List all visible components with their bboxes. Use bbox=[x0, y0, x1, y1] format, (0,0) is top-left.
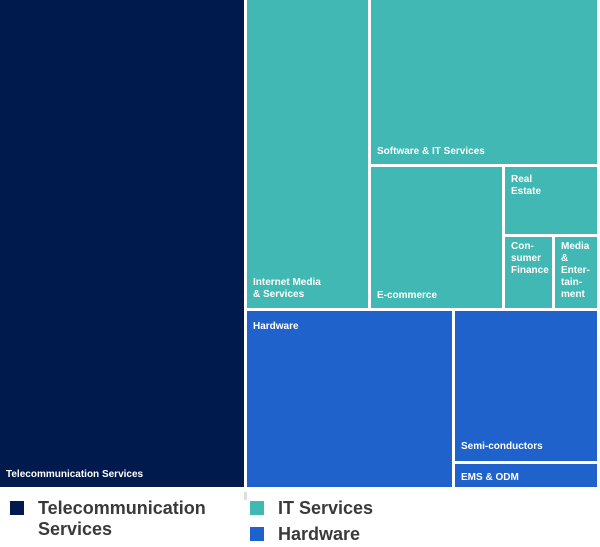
tile-e-commerce[interactable]: E-commerce bbox=[371, 167, 505, 311]
tile-hardware[interactable]: Hardware bbox=[247, 311, 455, 490]
legend-item-hardware[interactable]: Hardware bbox=[250, 524, 360, 545]
tile-internet-media-services[interactable]: Internet Media & Services bbox=[247, 0, 371, 311]
tile-label: Real Estate bbox=[511, 174, 542, 197]
legend-divider bbox=[244, 492, 247, 500]
tile-label: Software & IT Services bbox=[377, 146, 485, 157]
tile-label: EMS & ODM bbox=[461, 472, 519, 483]
tile-label: Con- sumer Finance bbox=[511, 241, 549, 276]
legend-label: Hardware bbox=[278, 524, 361, 544]
legend-label: IT Services bbox=[278, 498, 374, 518]
tile-software-it-services[interactable]: Software & IT Services bbox=[371, 0, 600, 167]
tile-telecommunication-services[interactable]: Telecommunication Services bbox=[0, 0, 247, 490]
tile-ems-odm[interactable]: EMS & ODM bbox=[455, 464, 600, 490]
treemap: Telecommunication Services Internet Medi… bbox=[0, 0, 600, 490]
tile-label: Media & Enter- tain- ment bbox=[561, 241, 590, 300]
legend-item-telecommunication-services[interactable]: Telecommunication Services bbox=[10, 498, 206, 540]
legend: Telecommunication Services IT Services H… bbox=[0, 492, 600, 547]
legend-item-it-services[interactable]: IT Services bbox=[250, 498, 373, 519]
tile-media-entertainment[interactable]: Media & Enter- tain- ment bbox=[555, 237, 600, 311]
tile-label: Internet Media & Services bbox=[253, 277, 321, 300]
legend-swatch-icon bbox=[250, 501, 264, 515]
legend-swatch-icon bbox=[10, 501, 24, 515]
tile-label: E-commerce bbox=[377, 290, 438, 301]
tile-real-estate[interactable]: Real Estate bbox=[505, 167, 600, 237]
tile-semi-conductors[interactable]: Semi-conductors bbox=[455, 311, 600, 464]
tile-label: Hardware bbox=[253, 321, 299, 332]
tile-consumer-finance[interactable]: Con- sumer Finance bbox=[505, 237, 555, 311]
tile-label: Telecommunication Services bbox=[6, 469, 144, 480]
legend-label: Telecommunication Services bbox=[38, 498, 206, 539]
legend-swatch-icon bbox=[250, 527, 264, 541]
tile-label: Semi-conductors bbox=[461, 441, 543, 452]
